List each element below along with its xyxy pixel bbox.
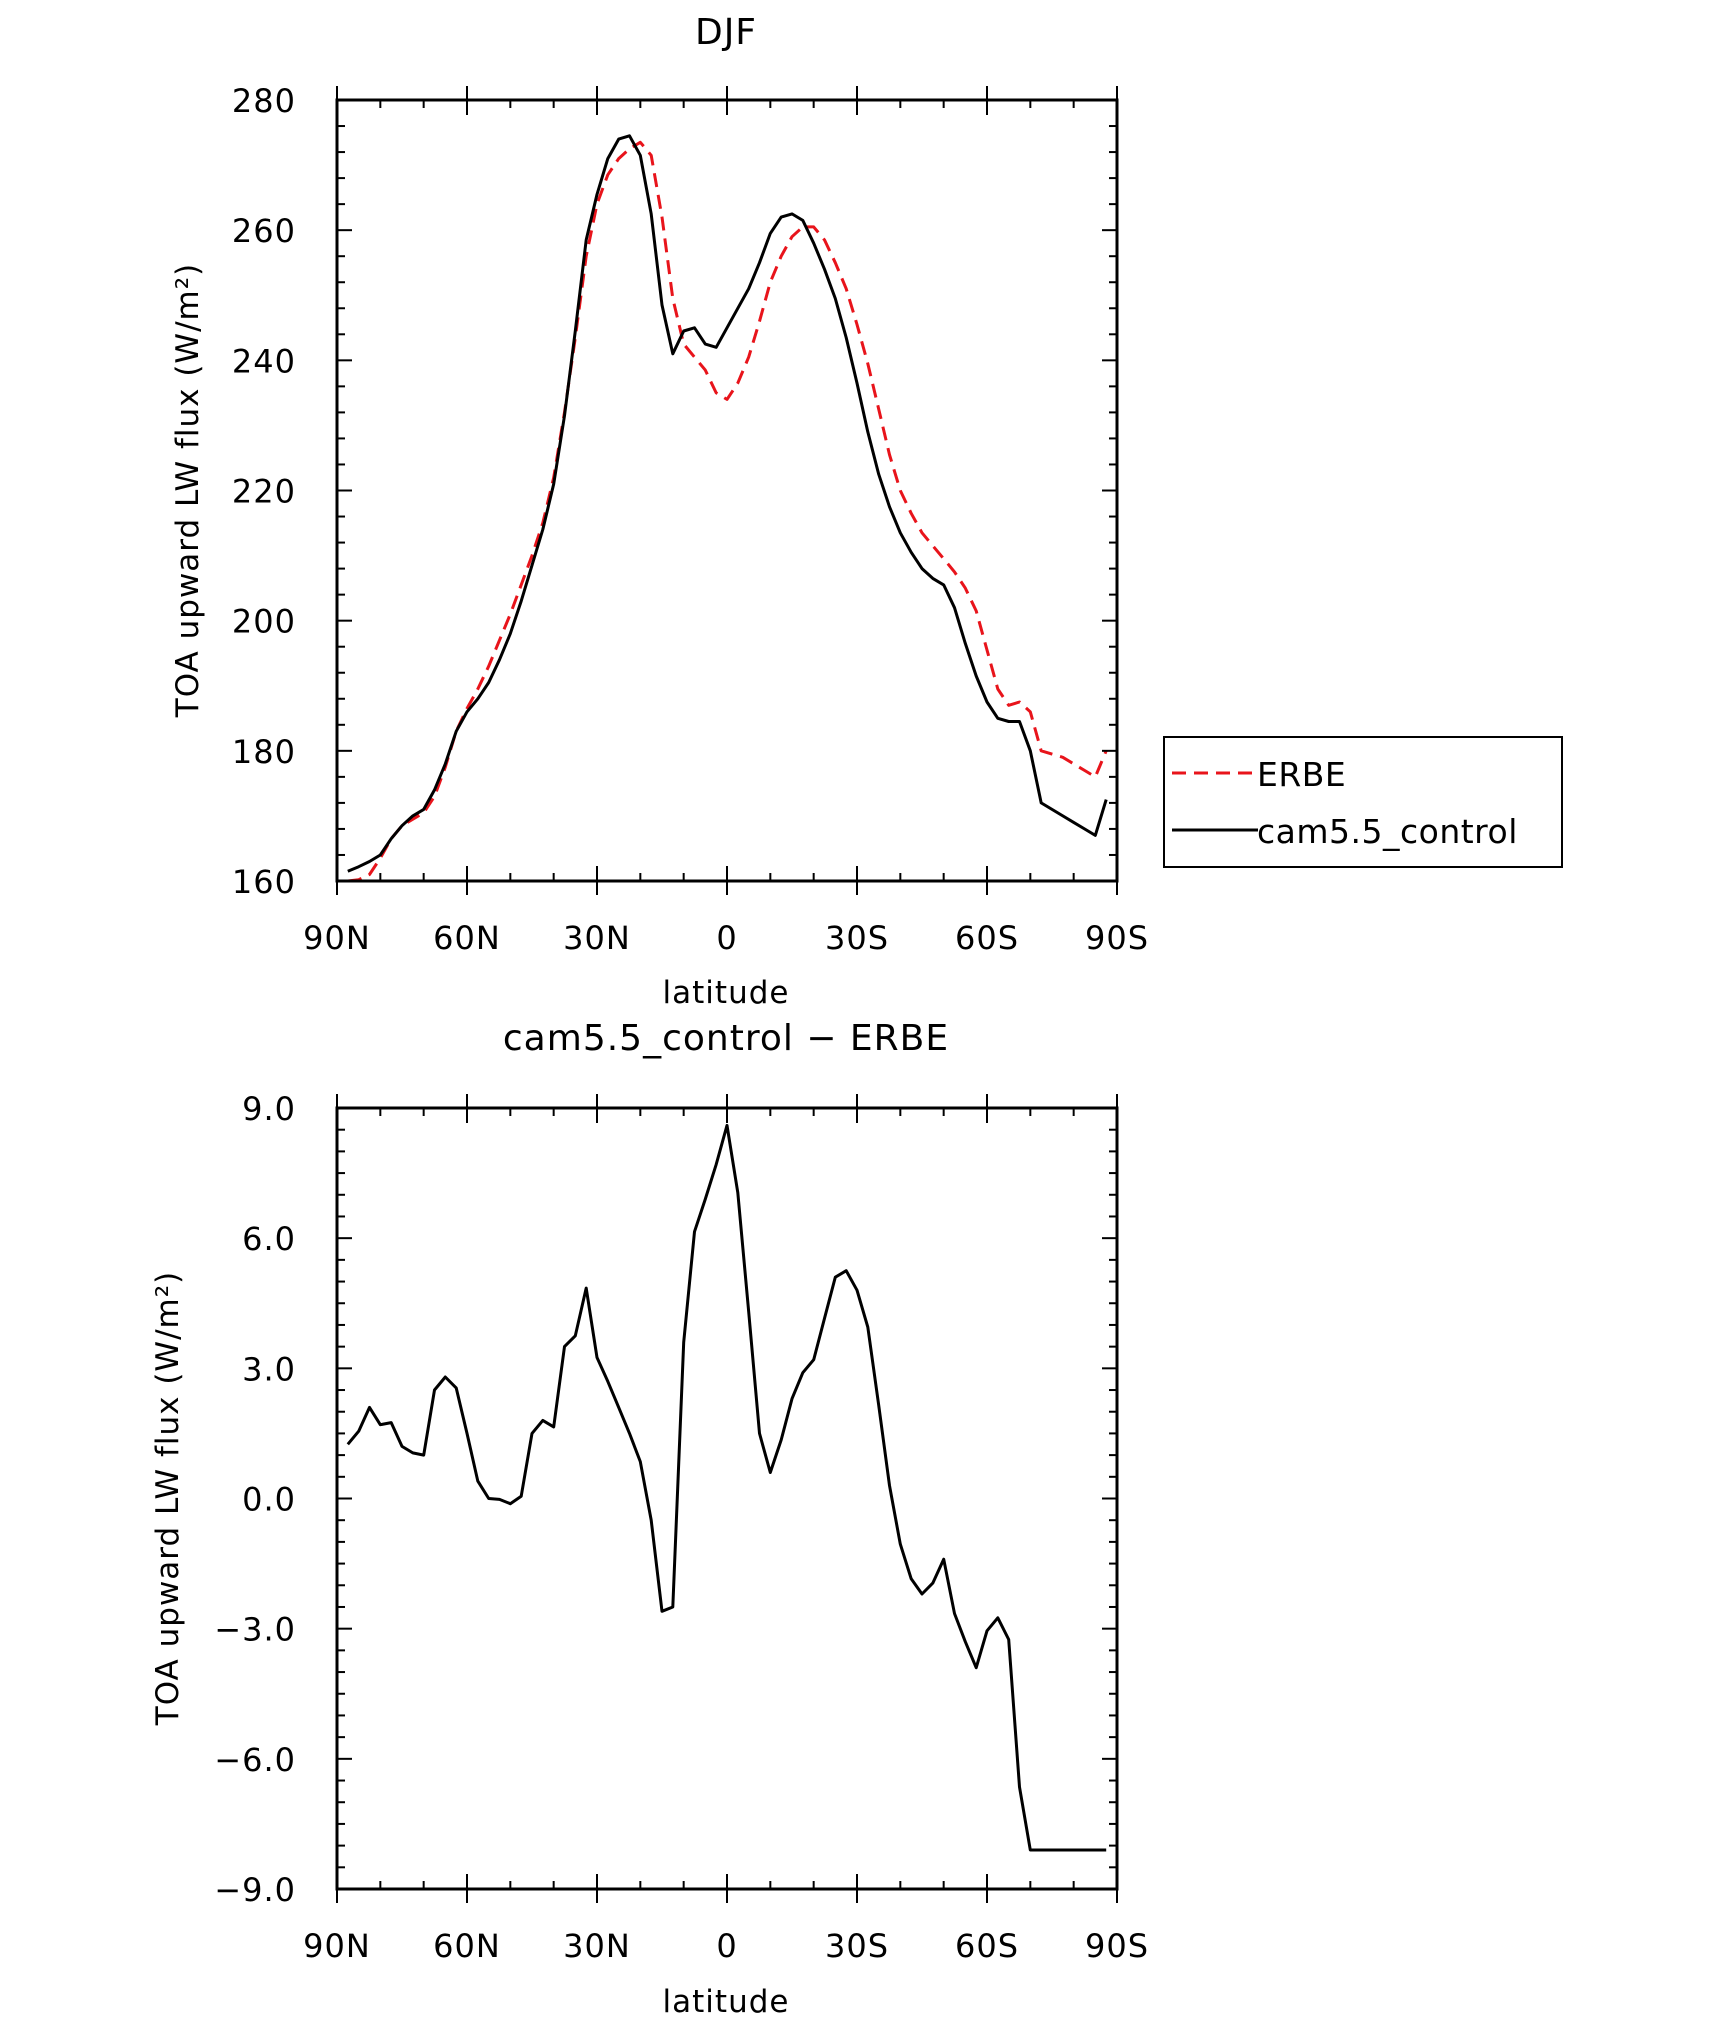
series-line-cam5-5-control — [347, 134, 1108, 873]
y-tick-labels: 160 180 200 220 240 260 280 — [232, 82, 296, 901]
plot-frame — [335, 98, 1119, 883]
x-tick-label: 30S — [825, 919, 889, 957]
series-layer — [346, 1123, 1107, 1852]
y-tick-label: −9.0 — [214, 1871, 296, 1909]
y-axis-label: TOA upward LW flux (W/m²) — [170, 263, 206, 718]
y-tick-label: −3.0 — [214, 1611, 296, 1649]
djf-flux-chart: DJF 160 180 200 220 240 260 280 90N 60N 30N 0 30S 6… — [170, 12, 1563, 1011]
x-tick-label: 0 — [716, 1927, 737, 1965]
x-tick-label: 90N — [303, 919, 371, 957]
x-tick-label: 90N — [303, 1927, 371, 1965]
y-tick-label: 0.0 — [242, 1481, 296, 1519]
legend: ERBE cam5.5_control — [1163, 736, 1563, 868]
x-tick-label: 60N — [433, 1927, 501, 1965]
y-tick-label: 9.0 — [242, 1090, 296, 1128]
x-tick-label: 30S — [825, 1927, 889, 1965]
x-tick-label: 90S — [1085, 1927, 1149, 1965]
y-tick-label: 280 — [232, 82, 296, 120]
x-axis-label: latitude — [663, 1984, 790, 2020]
legend-box — [1163, 736, 1563, 868]
x-tick-label: 90S — [1085, 919, 1149, 957]
y-tick-label: 220 — [232, 473, 296, 511]
x-tick-label: 30N — [563, 1927, 631, 1965]
x-tick-label: 0 — [716, 919, 737, 957]
y-tick-labels: 9.0 6.0 3.0 0.0 −3.0 −6.0 −9.0 — [214, 1090, 296, 1909]
y-tick-label: 160 — [232, 863, 296, 901]
y-tick-label: 260 — [232, 212, 296, 250]
series-layer — [347, 134, 1108, 883]
y-tick-label: 6.0 — [242, 1220, 296, 1258]
x-tick-labels: 90N 60N 30N 0 30S 60S 90S — [303, 919, 1149, 957]
y-axis-label: TOA upward LW flux (W/m²) — [150, 1271, 186, 1726]
series-line-difference — [346, 1123, 1107, 1852]
y-tick-label: 180 — [232, 733, 296, 771]
chart-title: DJF — [695, 12, 757, 53]
axis-ticks — [336, 86, 1118, 895]
chart-title: cam5.5_control − ERBE — [503, 1018, 949, 1059]
x-tick-label: 60S — [955, 919, 1019, 957]
y-tick-label: 200 — [232, 603, 296, 641]
x-tick-label: 60N — [433, 919, 501, 957]
legend-label-erbe: ERBE — [1257, 755, 1346, 794]
y-tick-label: −6.0 — [214, 1741, 296, 1779]
series-line-erbe — [347, 140, 1108, 883]
plot-frame — [335, 1106, 1119, 1891]
y-tick-label: 240 — [232, 342, 296, 380]
x-axis-label: latitude — [663, 975, 790, 1011]
x-tick-labels: 90N 60N 30N 0 30S 60S 90S — [303, 1927, 1149, 1965]
axis-ticks — [336, 1094, 1118, 1903]
difference-chart: cam5.5_control − ERBE 9.0 6.0 3.0 0.0 −3.0 −6… — [150, 1018, 1149, 2020]
legend-label-cam55: cam5.5_control — [1257, 812, 1518, 851]
y-tick-label: 3.0 — [242, 1350, 296, 1388]
x-tick-label: 30N — [563, 919, 631, 957]
x-tick-label: 60S — [955, 1927, 1019, 1965]
